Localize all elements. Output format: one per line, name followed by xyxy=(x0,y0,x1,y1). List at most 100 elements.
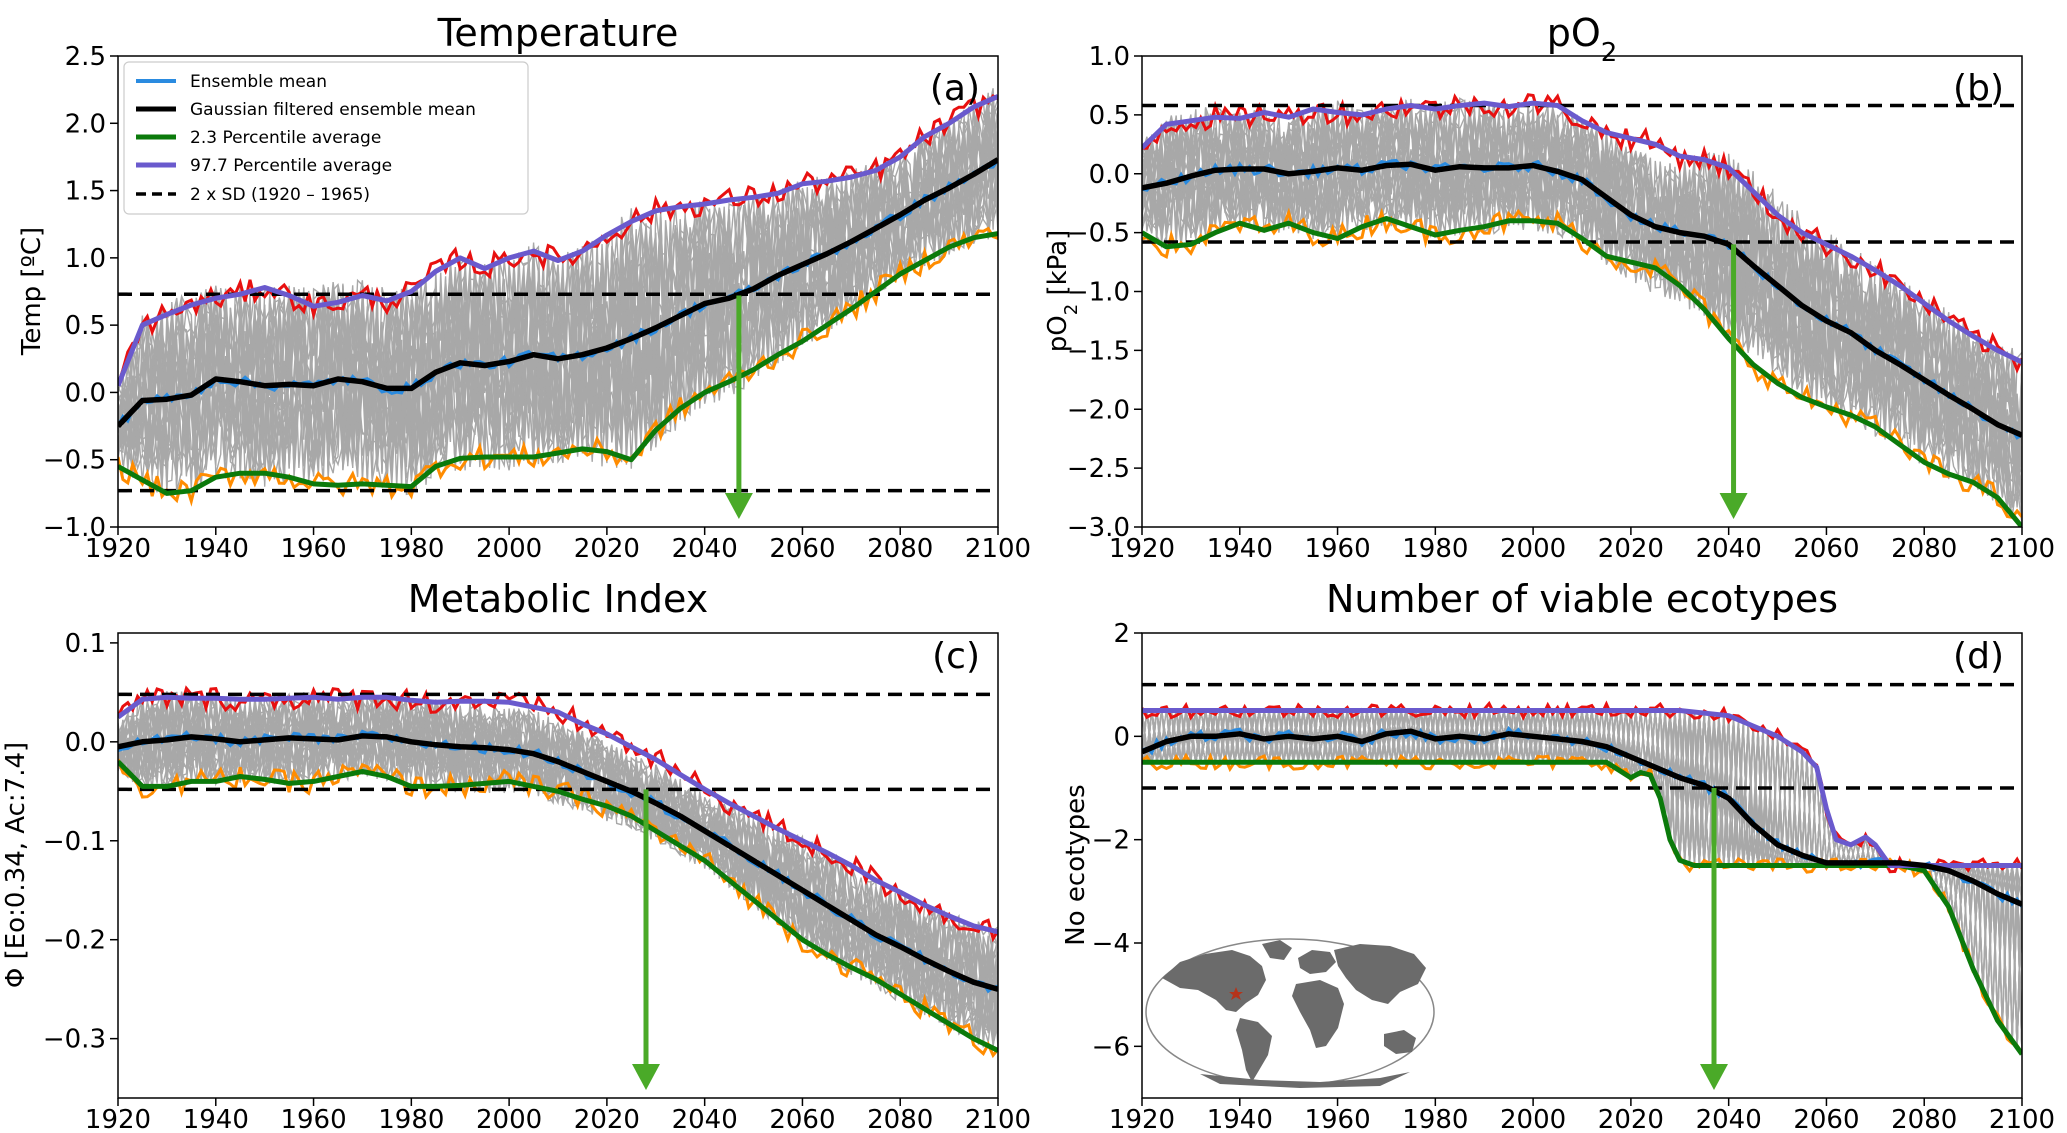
arrow-d xyxy=(1700,788,1728,1090)
gaussian-mean-line-c xyxy=(118,733,998,992)
legend: Ensemble mean Gaussian filtered ensemble… xyxy=(123,61,529,215)
y-axis-label-d: No ecotypes xyxy=(1061,784,1091,945)
x-tick-label-d: 1940 xyxy=(1207,1105,1273,1133)
axes-frame-c xyxy=(117,632,999,1099)
x-tick-label-c: 2080 xyxy=(867,1105,933,1133)
y-axis-label-b-main: pO xyxy=(1043,315,1073,352)
p97-7-line-b xyxy=(1142,100,2022,365)
x-tick-label-b: 2100 xyxy=(1989,534,2055,564)
xticks-d: 1920 1940 1960 1980 2000 2020 2040 2060 2080 2100 xyxy=(1109,1098,2055,1133)
y-tick-label-d: −6 xyxy=(1092,1032,1130,1062)
axes-frame-d xyxy=(1141,632,2023,1099)
panel-title-b-sub: 2 xyxy=(1601,38,1618,68)
y-tick-label-d: −2 xyxy=(1092,826,1130,856)
ensemble-member-line-c xyxy=(118,692,998,1042)
ensemble-mean-line-c xyxy=(118,729,998,994)
y-tick-label-b: −2.0 xyxy=(1067,395,1130,425)
panel-d: 1920 1940 1960 1980 2000 2020 2040 2060 2080 2100… xyxy=(1061,577,2055,1133)
yticks-a: −1.0 −0.5 0.0 0.5 1.0 1.5 2.0 2.5 xyxy=(43,42,118,543)
yticks-c: −0.3 −0.2 −0.1 0.0 0.1 xyxy=(43,629,118,1055)
emergence-arrow-head-b xyxy=(1719,493,1748,519)
map-asia xyxy=(1334,944,1426,1004)
ensemble-members-b xyxy=(1142,97,2022,524)
series-c xyxy=(118,694,998,1053)
x-tick-label-b: 1960 xyxy=(1304,534,1370,564)
x-tick-label-d: 2100 xyxy=(1989,1105,2055,1133)
y-axis-label-b-unit: [kPa] xyxy=(1043,230,1073,304)
y-axis-label-c: Φ [Eo:0.34, Ac:7.4] xyxy=(1,742,31,988)
legend-label-sd: 2 x SD (1920 – 1965) xyxy=(190,185,370,205)
y-tick-label-a: 2.0 xyxy=(65,109,106,139)
y-tick-label-a: 0.0 xyxy=(65,378,106,408)
y-tick-label-b: −2.5 xyxy=(1067,454,1130,484)
x-tick-label-a: 1960 xyxy=(280,534,346,564)
y-tick-label-a: 2.5 xyxy=(65,42,106,72)
ensemble-member-line-a xyxy=(118,131,998,482)
raw-extremes-c xyxy=(118,685,998,1059)
lower-raw-line-b xyxy=(1142,207,2022,520)
plot-area-a xyxy=(118,88,998,507)
map-africa xyxy=(1292,980,1344,1048)
series-d xyxy=(1142,708,2022,1056)
gaussian-mean-line-b xyxy=(1142,161,2022,438)
xticks-c: 1920 1940 1960 1980 2000 2020 2040 2060 2080 2100 xyxy=(85,1098,1031,1133)
y-axis-label-a: Temp [ºC] xyxy=(17,227,47,356)
upper-raw-line-a xyxy=(118,94,998,386)
panel-letter-b: (b) xyxy=(1953,68,2004,109)
y-tick-label-b: −1.5 xyxy=(1067,336,1130,366)
yticks-d: −6 −4 −2 0 2 xyxy=(1092,619,1142,1062)
sd-lines-b xyxy=(1142,103,2022,244)
x-tick-label-d: 1960 xyxy=(1304,1105,1370,1133)
x-tick-label-c: 2020 xyxy=(574,1105,640,1133)
y-tick-label-a: −0.5 xyxy=(43,446,106,476)
legend-box xyxy=(123,61,529,215)
xticks-b: 1920 1940 1960 1980 2000 2020 2040 2060 2080 2100 xyxy=(1109,527,2055,564)
x-tick-label-b: 2000 xyxy=(1500,534,1566,564)
x-tick-label-c: 1960 xyxy=(280,1105,346,1133)
x-tick-label-a: 2080 xyxy=(867,534,933,564)
panel-a: 1920 1940 1960 1980 2000 2020 2040 2060 2080 2100… xyxy=(17,11,1031,564)
series-b xyxy=(1142,100,2022,527)
panel-letter-a: (a) xyxy=(930,68,980,109)
panel-c: 1920 1940 1960 1980 2000 2020 2040 2060 2080 2100… xyxy=(1,577,1031,1133)
map-europe xyxy=(1298,950,1336,974)
x-tick-label-d: 1920 xyxy=(1109,1105,1175,1133)
y-tick-label-a: 0.5 xyxy=(65,311,106,341)
y-tick-label-b: −1.0 xyxy=(1067,278,1130,308)
plot-area-b xyxy=(1142,93,2022,527)
x-tick-label-a: 2040 xyxy=(672,534,738,564)
map-greenland xyxy=(1262,940,1292,960)
legend-label-p97-7: 97.7 Percentile average xyxy=(190,156,392,176)
panel-title-d: Number of viable ecotypes xyxy=(1326,577,1838,621)
map-australia xyxy=(1384,1030,1416,1054)
y-tick-label-d: 2 xyxy=(1113,619,1130,649)
y-tick-label-c: −0.3 xyxy=(43,1025,106,1055)
gaussian-mean-line-d xyxy=(1142,728,2022,907)
xticks-a: 1920 1940 1960 1980 2000 2020 2040 2060 2080 2100 xyxy=(85,527,1031,564)
x-tick-label-c: 2040 xyxy=(672,1105,738,1133)
map-north-america xyxy=(1162,950,1266,1012)
x-tick-label-a: 2020 xyxy=(574,534,640,564)
yticks-b: −3.0 −2.5 −2.0 −1.5 −1.0 −0.5 0.0 0.5 1.0 xyxy=(1067,42,1142,543)
x-tick-label-c: 1920 xyxy=(85,1105,151,1133)
x-tick-label-d: 2060 xyxy=(1793,1105,1859,1133)
x-tick-label-a: 1980 xyxy=(378,534,444,564)
x-tick-label-a: 1920 xyxy=(85,534,151,564)
p97-7-line-d xyxy=(1142,708,2022,868)
x-tick-label-d: 2000 xyxy=(1500,1105,1566,1133)
y-tick-label-c: 0.1 xyxy=(65,629,106,659)
x-tick-label-c: 2000 xyxy=(476,1105,542,1133)
lower-raw-line-c xyxy=(118,758,998,1059)
y-axis-label-b-sub: 2 xyxy=(1061,304,1082,315)
panel-title-c: Metabolic Index xyxy=(408,577,708,621)
emergence-arrow-head-c xyxy=(632,1064,660,1090)
world-map-icon xyxy=(1145,938,1435,1088)
y-tick-label-d: 0 xyxy=(1113,722,1130,752)
y-tick-label-b: 1.0 xyxy=(1089,42,1130,72)
y-tick-label-b: −0.5 xyxy=(1067,219,1130,249)
p2-3-line-b xyxy=(1142,216,2022,527)
ensemble-members-c xyxy=(118,691,998,1048)
arrow-c xyxy=(632,789,660,1090)
panel-b: 1920 1940 1960 1980 2000 2020 2040 2060 2080 2100… xyxy=(1043,11,2055,564)
y-tick-label-b: 0.5 xyxy=(1089,101,1130,131)
